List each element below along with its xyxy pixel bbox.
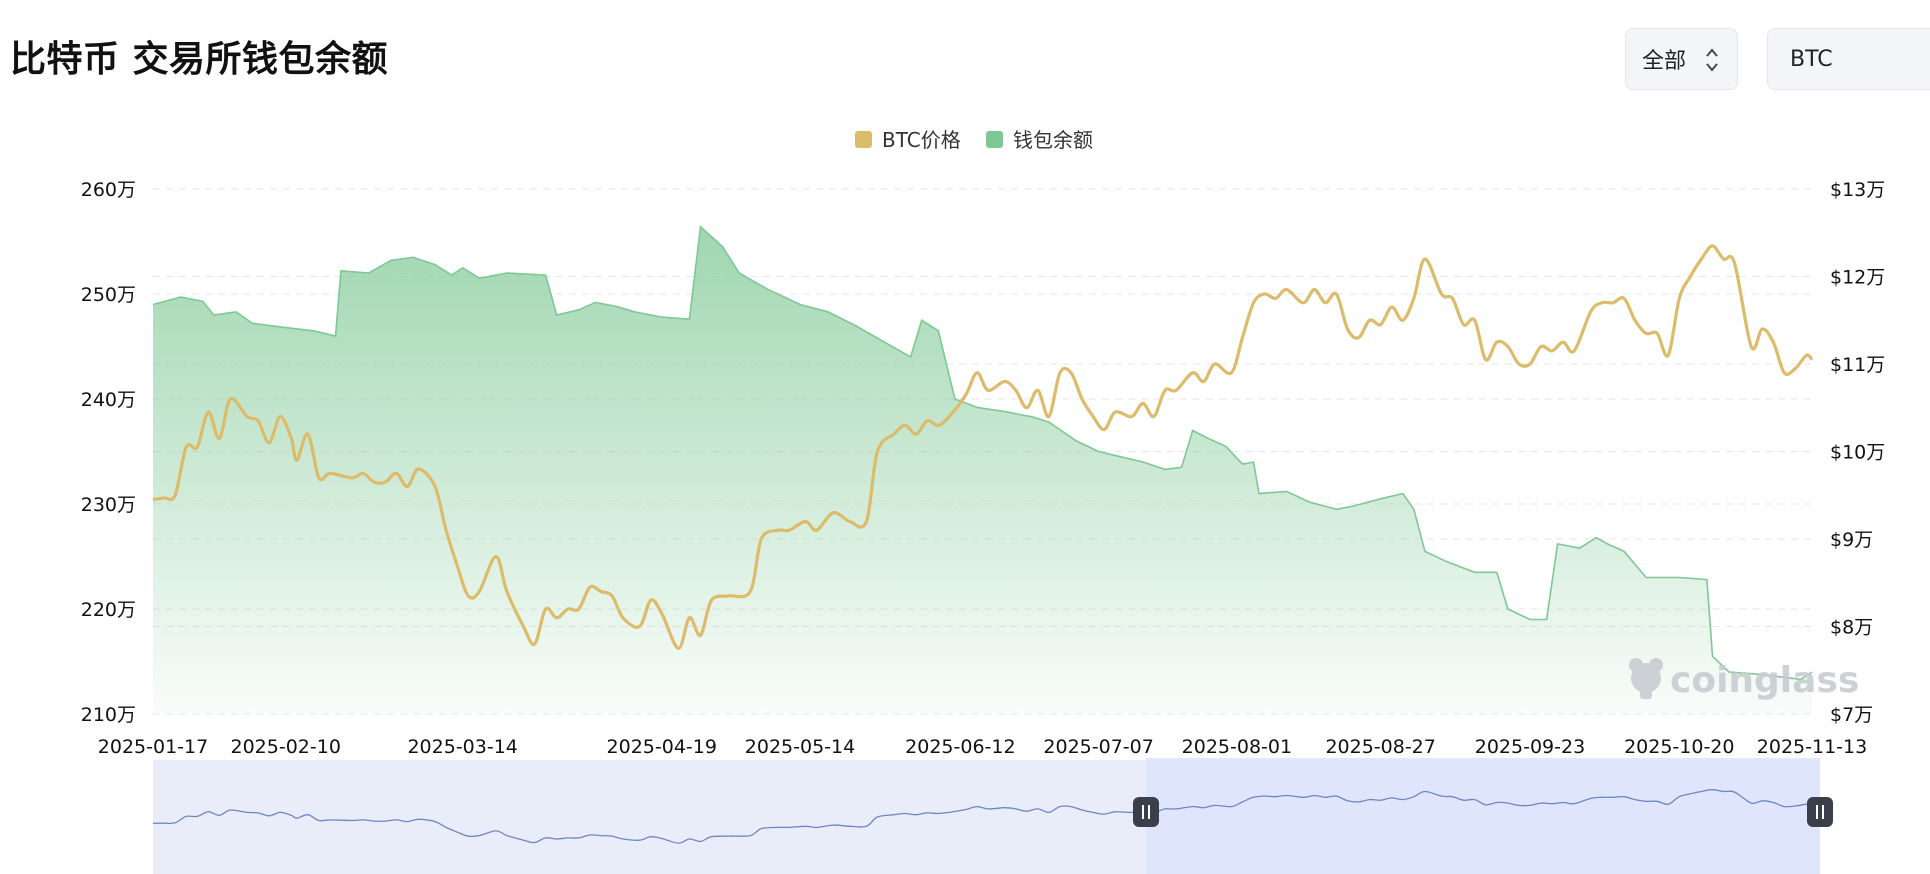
range-navigator[interactable]	[152, 758, 1833, 874]
x-tick-label: 2025-03-14	[407, 736, 517, 758]
watermark-text: coinglass	[1670, 660, 1859, 701]
right-tick-label: $8万	[1830, 617, 1873, 639]
legend-item-price[interactable]: BTC价格	[855, 128, 961, 152]
legend-label-balance: 钱包余额	[1013, 128, 1093, 152]
x-tick-label: 2025-04-19	[607, 736, 717, 758]
chart-legend[interactable]: BTC价格 钱包余额	[855, 128, 1093, 152]
legend-swatch-balance	[986, 131, 1003, 148]
right-axis-ticks: $7万 $8万 $9万 $10万 $11万 $12万 $13万	[1830, 179, 1885, 726]
navigator-handle-left[interactable]	[1133, 797, 1159, 827]
watermark: coinglass	[1629, 658, 1859, 701]
coinglass-logo-icon	[1629, 658, 1663, 699]
coin-select[interactable]: BTC	[1767, 28, 1930, 90]
x-tick-label: 2025-08-27	[1325, 736, 1435, 758]
right-tick-label: $9万	[1830, 529, 1873, 551]
page-title: 比特币 交易所钱包余额	[10, 39, 389, 80]
x-tick-label: 2025-11-13	[1757, 736, 1867, 758]
balance-area	[153, 226, 1812, 715]
x-tick-label: 2025-05-14	[745, 736, 855, 758]
navigator-selected-range[interactable]	[1146, 758, 1820, 874]
left-tick-label: 230万	[81, 494, 136, 516]
left-tick-label: 240万	[81, 389, 136, 411]
balance-series-line	[152, 225, 1813, 681]
x-tick-label: 2025-08-01	[1182, 736, 1292, 758]
coin-value: BTC	[1790, 46, 1833, 72]
right-tick-label: $11万	[1830, 354, 1885, 376]
navigator-series-line	[152, 789, 1813, 844]
right-tick-label: $12万	[1830, 267, 1885, 289]
legend-item-balance[interactable]: 钱包余额	[986, 128, 1093, 152]
x-tick-label: 2025-10-20	[1624, 736, 1734, 758]
x-tick-label: 2025-09-23	[1475, 736, 1585, 758]
x-tick-label: 2025-02-10	[231, 736, 341, 758]
time-range-value: 全部	[1642, 49, 1687, 74]
left-tick-label: 220万	[81, 599, 136, 621]
sort-updown-icon	[1706, 48, 1718, 72]
left-axis-ticks: 210万 220万 230万 240万 250万 260万	[81, 179, 136, 726]
right-tick-label: $7万	[1830, 704, 1873, 726]
x-axis-ticks: 2025-01-17 2025-02-10 2025-03-14 2025-04-19…	[98, 736, 1867, 758]
time-range-select[interactable]: 全部	[1625, 28, 1738, 90]
left-tick-label: 250万	[81, 284, 136, 306]
price-series-line	[152, 244, 1814, 651]
x-tick-label: 2025-07-07	[1043, 736, 1153, 758]
right-tick-label: $10万	[1830, 442, 1885, 464]
right-tick-label: $13万	[1830, 179, 1885, 201]
left-tick-label: 260万	[81, 179, 136, 201]
x-tick-label: 2025-06-12	[905, 736, 1015, 758]
left-tick-label: 210万	[81, 704, 136, 726]
legend-label-price: BTC价格	[882, 128, 961, 152]
navigator-handle-right[interactable]	[1807, 797, 1833, 827]
legend-swatch-price	[855, 131, 872, 148]
x-tick-label: 2025-01-17	[98, 736, 208, 758]
